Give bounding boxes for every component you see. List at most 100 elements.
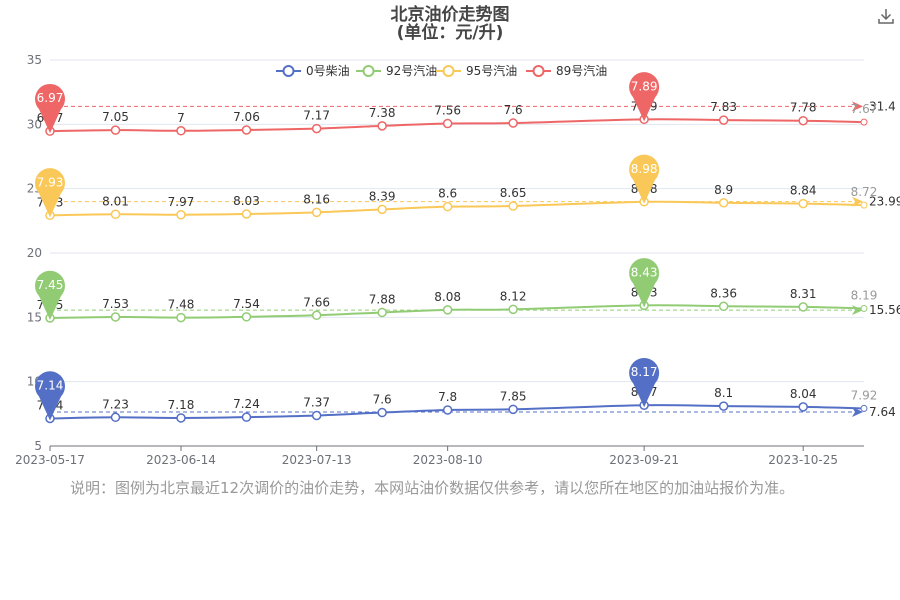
data-label: 7.66 — [303, 295, 330, 309]
data-point — [860, 201, 868, 209]
data-point — [718, 198, 729, 208]
legend[interactable]: 0号柴油 92号汽油 95号汽油 89号汽油 — [276, 63, 607, 78]
data-point — [860, 404, 868, 412]
data-label: 7.6 — [504, 103, 523, 117]
y-tick-label: 35 — [27, 53, 42, 67]
max-pin-label: 8.98 — [631, 162, 658, 176]
legend-item[interactable]: 92号汽油 — [356, 63, 437, 78]
min-pin: 7.93 — [35, 168, 65, 218]
x-tick-label: 2023-06-14 — [146, 453, 216, 467]
series-line — [49, 118, 865, 133]
download-icon[interactable] — [876, 6, 896, 26]
average-arrow — [852, 407, 863, 418]
data-point — [311, 310, 322, 321]
legend-label: 89号汽油 — [556, 63, 607, 78]
legend-item[interactable]: 89号汽油 — [526, 63, 607, 78]
data-point — [241, 312, 252, 322]
data-label: 8.84 — [790, 184, 817, 198]
data-point — [718, 401, 729, 411]
x-tick-label: 2023-09-21 — [609, 453, 679, 467]
data-label: 8.01 — [102, 194, 129, 208]
data-label: 7.54 — [233, 297, 260, 311]
data-label: 7.17 — [303, 109, 330, 123]
data-point — [241, 412, 252, 422]
min-pin-shape — [35, 83, 65, 134]
data-label: 7.8 — [438, 390, 457, 404]
data-label: 7.37 — [303, 396, 330, 410]
average-label: 7.64 — [869, 405, 896, 419]
max-pin-label: 7.89 — [631, 79, 658, 93]
data-point — [860, 118, 868, 126]
data-point — [798, 198, 808, 209]
data-label: 7.6 — [373, 393, 392, 407]
min-pin: 7.45 — [35, 270, 65, 320]
legend-marker — [282, 65, 295, 77]
chart-subtitle: (单位：元/升) — [397, 22, 504, 43]
average-lines: 7.64 15.56 23.99 31.4 — [50, 99, 900, 419]
legend-item[interactable]: 0号柴油 — [276, 64, 350, 78]
data-label: 7.05 — [102, 110, 129, 124]
data-label: 8.65 — [500, 186, 527, 200]
data-point — [377, 121, 387, 131]
data-label: 8.19 — [851, 288, 878, 302]
data-label: 7.38 — [369, 106, 396, 120]
data-point — [377, 307, 387, 318]
data-labels: 7.14 7.23 7.18 7.24 7.37 7.6 7.8 7.85 8.17 8.1 8.0… — [37, 99, 878, 412]
marker-pins: 8.17 7.14 8.43 7.45 8.98 7.93 7.89 6.97 — [35, 72, 660, 421]
min-pin: 7.14 — [35, 371, 65, 421]
data-label: 7.23 — [102, 397, 129, 411]
data-point — [176, 413, 186, 423]
data-point — [798, 402, 808, 412]
data-point — [718, 115, 729, 125]
y-tick-label: 30 — [27, 117, 42, 131]
max-pin-label: 8.17 — [631, 365, 658, 379]
x-tick-label: 2023-07-13 — [282, 453, 352, 467]
x-tick-label: 2023-05-17 — [15, 453, 85, 467]
data-label: 8.04 — [790, 387, 817, 401]
data-point — [311, 410, 322, 421]
average-arrow — [852, 101, 863, 112]
max-pin-shape — [629, 154, 660, 204]
data-label: 8.12 — [500, 289, 527, 303]
data-point — [442, 405, 453, 415]
data-label: 7.48 — [168, 298, 195, 312]
min-pin-shape — [35, 270, 65, 320]
data-label: 7.06 — [233, 110, 260, 124]
legend-label: 95号汽油 — [466, 63, 517, 78]
max-pin: 8.98 — [629, 154, 660, 204]
data-label: 8.9 — [714, 183, 733, 197]
x-tick-label: 2023-10-25 — [768, 453, 838, 467]
max-pin-shape — [629, 358, 660, 408]
min-pin-label: 7.14 — [37, 378, 64, 392]
data-point — [241, 209, 252, 219]
legend-item[interactable]: 95号汽油 — [436, 63, 517, 78]
chart-note: 说明：图例为北京最近12次调价的油价走势，本网站油价数据仅供参考，请以您所在地区… — [70, 479, 795, 497]
data-label: 7.83 — [710, 100, 737, 114]
data-label: 7.88 — [369, 292, 396, 306]
average-label: 31.4 — [869, 99, 896, 113]
data-point — [442, 201, 453, 212]
max-pin-shape — [629, 72, 660, 122]
data-point — [718, 301, 729, 312]
y-tick-label: 20 — [27, 246, 42, 260]
x-tick-label: 2023-08-10 — [413, 453, 483, 467]
legend-marker — [532, 65, 545, 77]
min-pin-shape — [35, 168, 65, 218]
data-point — [311, 207, 322, 218]
data-label: 7.67 — [851, 102, 878, 116]
data-label: 8.1 — [714, 386, 733, 400]
data-point — [377, 204, 387, 215]
data-point — [311, 123, 322, 134]
data-label: 8.72 — [851, 185, 878, 199]
series-lines — [45, 114, 868, 424]
max-pin: 7.89 — [629, 72, 660, 122]
data-label: 7.78 — [790, 101, 817, 115]
min-pin: 6.97 — [35, 83, 65, 134]
legend-label: 0号柴油 — [306, 64, 350, 78]
data-label: 7.53 — [102, 297, 129, 311]
data-label: 8.39 — [369, 189, 396, 203]
max-pin: 8.43 — [629, 258, 660, 308]
data-label: 7.92 — [851, 388, 878, 402]
data-point — [508, 118, 518, 128]
